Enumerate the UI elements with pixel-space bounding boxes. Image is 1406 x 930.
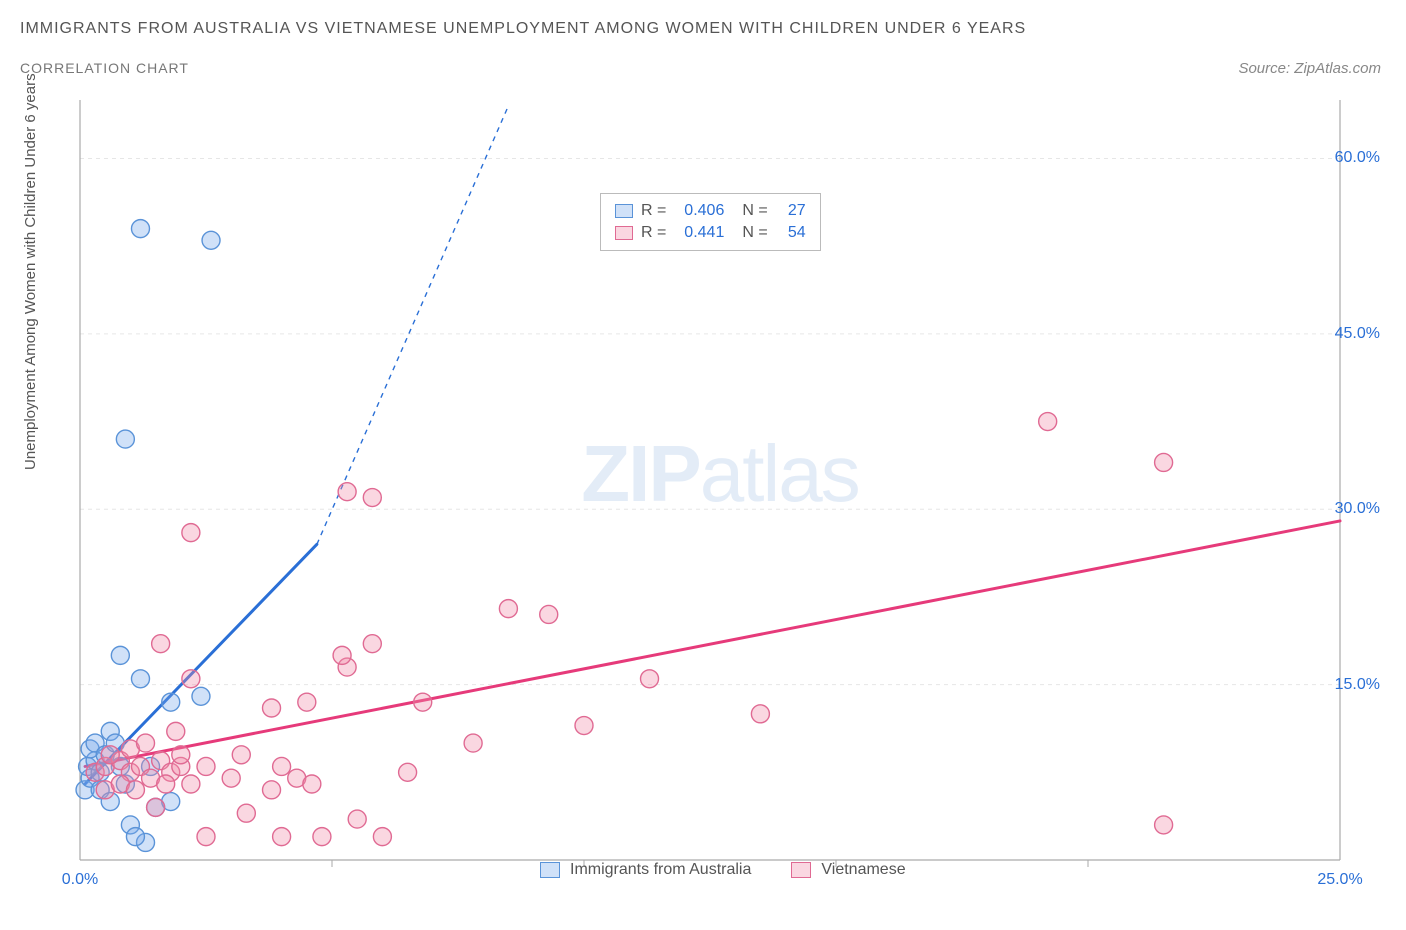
legend-swatch	[615, 226, 633, 240]
stats-row: R = 0.406 N = 27	[615, 200, 806, 222]
legend-label: Immigrants from Australia	[570, 861, 751, 879]
source-label: Source: ZipAtlas.com	[1238, 60, 1381, 77]
stat-n-label: N =	[742, 222, 767, 244]
stat-r-label: R =	[641, 222, 666, 244]
legend-swatch	[791, 862, 811, 878]
page-subtitle: CORRELATION CHART	[20, 60, 189, 76]
legend-label: Vietnamese	[821, 861, 905, 879]
stats-row: R = 0.441 N = 54	[615, 222, 806, 244]
legend-swatch	[540, 862, 560, 878]
y-tick-label: 60.0%	[1335, 149, 1380, 167]
legend-item: Vietnamese	[791, 861, 905, 879]
stat-n-label: N =	[742, 200, 767, 222]
stat-r-value: 0.441	[674, 222, 724, 244]
stat-r-value: 0.406	[674, 200, 724, 222]
legend-swatch	[615, 204, 633, 218]
stat-r-label: R =	[641, 200, 666, 222]
stat-n-value: 27	[776, 200, 806, 222]
stat-n-value: 54	[776, 222, 806, 244]
legend-item: Immigrants from Australia	[540, 861, 751, 879]
y-tick-label: 15.0%	[1335, 676, 1380, 694]
y-tick-label: 45.0%	[1335, 325, 1380, 343]
x-tick-label: 25.0%	[1317, 871, 1362, 889]
y-axis-label: Unemployment Among Women with Children U…	[22, 73, 39, 470]
page-title: IMMIGRANTS FROM AUSTRALIA VS VIETNAMESE …	[20, 20, 1026, 38]
chart-area: ZIPatlas R =0.406N =27R =0.441N =54 0.0%…	[60, 95, 1380, 885]
stats-box: R = 0.406 N = 27 R = 0.441 N = 54	[600, 193, 821, 251]
bottom-legend: Immigrants from Australia Vietnamese	[540, 861, 906, 879]
y-tick-label: 30.0%	[1335, 500, 1380, 518]
x-tick-label: 0.0%	[62, 871, 98, 889]
